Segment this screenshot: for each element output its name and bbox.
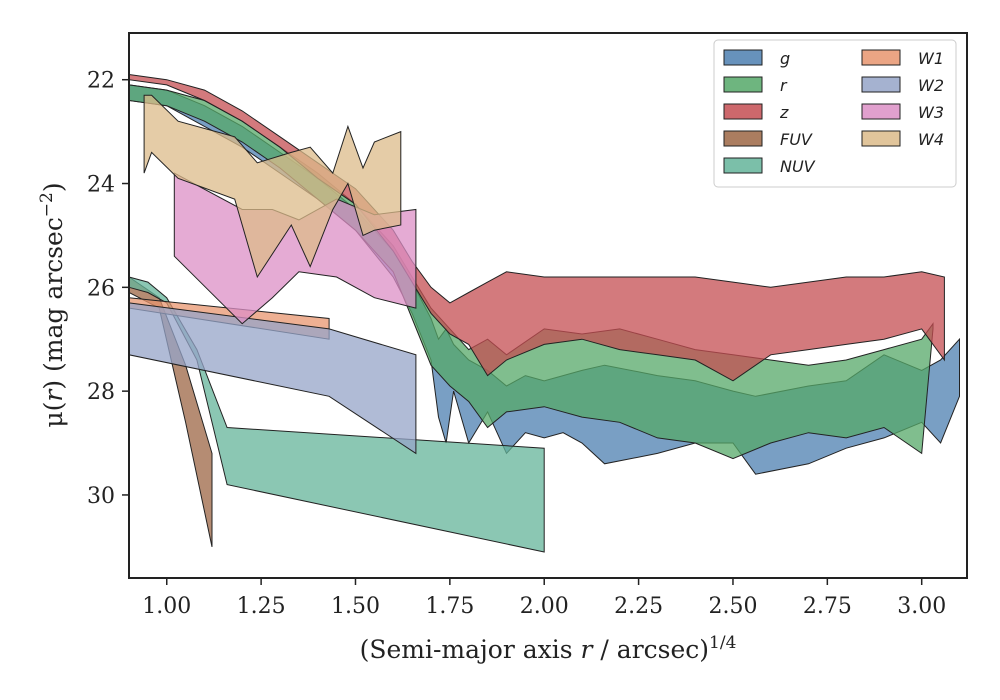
legend-label-w3: W3 (918, 103, 944, 122)
legend-label-r: r (780, 76, 788, 95)
legend-swatch-w1 (861, 49, 901, 66)
legend-label-w4: W4 (918, 130, 944, 149)
x-tick-label: 1.00 (142, 594, 191, 619)
x-tick-label: 2.25 (614, 594, 663, 619)
legend-swatch-z (723, 103, 763, 120)
x-tick-label: 2.50 (708, 594, 757, 619)
legend-label-z: z (779, 103, 789, 122)
legend-swatch-w4 (861, 130, 901, 147)
legend-label-fuv: FUV (780, 130, 813, 149)
y-tick-label: 30 (87, 484, 115, 509)
legend-swatch-r (723, 76, 763, 93)
bands-layer (128, 73, 960, 553)
legend-label-nuv: NUV (780, 157, 816, 176)
x-tick-label: 1.50 (331, 594, 380, 619)
x-axis-label: (Semi-major axis r / arcsec)1/4 (360, 633, 737, 664)
legend-label-w1: W1 (918, 49, 944, 68)
legend-swatch-fuv (723, 130, 763, 147)
y-tick-label: 22 (87, 69, 115, 94)
legend-label-g: g (780, 49, 790, 68)
legend: grz FUV NUV W1 W2 W3 W4 (713, 39, 957, 188)
legend-items: grz FUV NUV W1 W2 W3 W4 (723, 49, 944, 176)
legend-label-w2: W2 (918, 76, 944, 95)
band-nuv (128, 276, 545, 553)
x-tick-label: 2.00 (520, 594, 569, 619)
legend-swatch-w3 (861, 103, 901, 120)
x-tick-label: 3.00 (897, 594, 946, 619)
x-tick-label: 1.25 (237, 594, 286, 619)
legend-swatch-w2 (861, 76, 901, 93)
y-tick-label: 24 (87, 173, 115, 198)
x-ticks: 1.00 1.25 1.50 1.75 2.00 2.25 2.50 2.75 3.00 (142, 578, 946, 619)
x-tick-label: 1.75 (425, 594, 474, 619)
legend-swatch-nuv (723, 157, 763, 174)
plot-frame (128, 32, 968, 579)
y-axis-label: μ(r) (mag arcsec−2) (37, 182, 68, 427)
x-tick-label: 2.75 (803, 594, 852, 619)
legend-swatch-g (723, 49, 763, 66)
band-w4 (143, 94, 402, 279)
y-ticks: 22 24 26 28 30 (87, 69, 129, 509)
y-tick-label: 28 (87, 380, 115, 405)
y-tick-label: 26 (87, 276, 115, 301)
